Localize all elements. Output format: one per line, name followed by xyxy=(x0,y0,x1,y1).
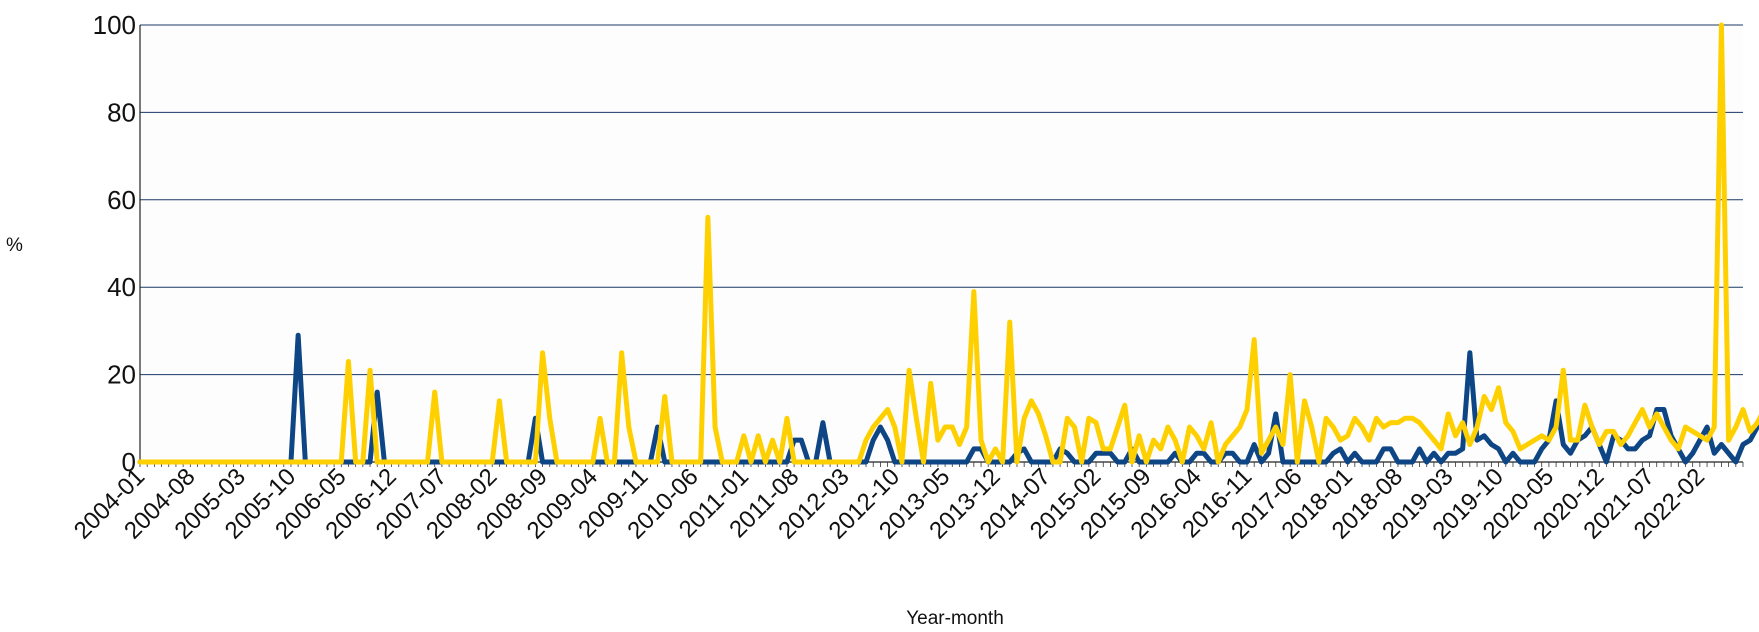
y-tick-label: 60 xyxy=(107,185,136,215)
y-tick-label: 80 xyxy=(107,97,136,127)
series-line-2 xyxy=(137,22,1759,465)
y-axis-tick-labels: 0 20 40 60 80 100 xyxy=(93,10,136,477)
y-tick-label: 0 xyxy=(122,447,136,477)
gridlines xyxy=(140,24,1743,376)
series-lines xyxy=(137,22,1759,465)
y-tick-label: 100 xyxy=(93,10,136,40)
x-axis-tick-labels: 2004-012004-082005-032005-102006-052006-… xyxy=(69,463,1710,544)
x-axis-title: Year-month xyxy=(906,608,1004,629)
plot-area xyxy=(140,25,1743,462)
y-tick-label: 20 xyxy=(107,360,136,390)
y-axis-title: % xyxy=(6,235,23,256)
y-tick-label: 40 xyxy=(107,272,136,302)
